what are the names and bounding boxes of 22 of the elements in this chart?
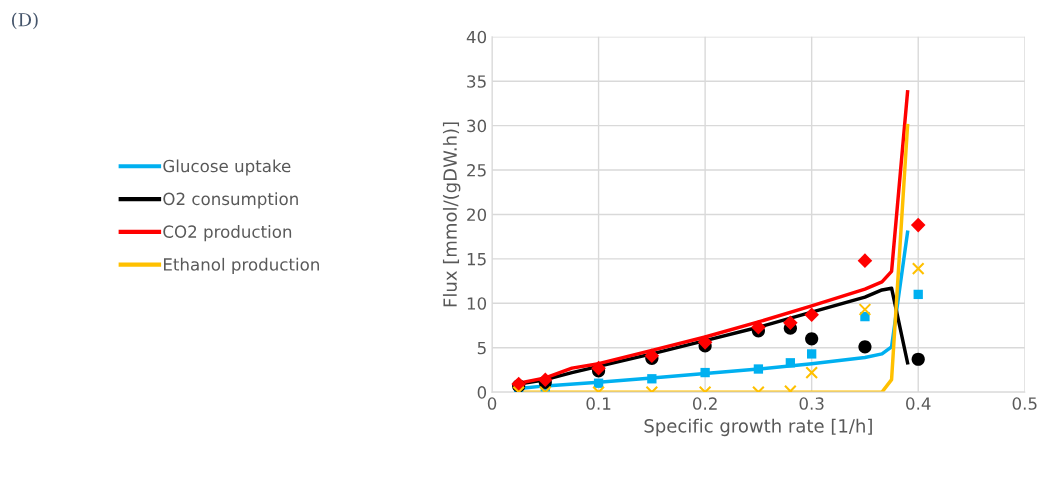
legend-label: Glucose uptake: [163, 159, 291, 176]
y-tick-label: 20: [467, 208, 487, 222]
x-tick-label: 0.4: [906, 397, 931, 410]
legend-label: CO2 production: [163, 225, 292, 242]
x-tick-label: 0.3: [799, 397, 824, 410]
y-tick-label: 5: [477, 341, 486, 355]
x-axis-title: Specific growth rate [1/h]: [644, 418, 872, 437]
y-tick-label: 15: [467, 253, 486, 266]
x-tick-label: 0.1: [586, 397, 611, 410]
y-tick-label: 10: [467, 297, 487, 310]
y-axis-title: Flux [mmol/(gDW.h)]: [442, 122, 461, 307]
text: (D): [12, 12, 38, 30]
y-tick-label: 40: [466, 30, 487, 44]
y-tick-label: 0: [477, 386, 487, 399]
y-tick-label: 30: [467, 119, 487, 133]
legend-label: Ethanol production: [164, 257, 319, 274]
legend-label: O2 consumption: [163, 192, 298, 209]
y-tick-label: 35: [467, 75, 486, 88]
y-tick-label: 25: [467, 164, 486, 177]
x-tick-label: 0.5: [1012, 397, 1037, 410]
x-tick-label: 0.2: [692, 397, 717, 410]
x-tick-label: 0: [487, 397, 497, 410]
